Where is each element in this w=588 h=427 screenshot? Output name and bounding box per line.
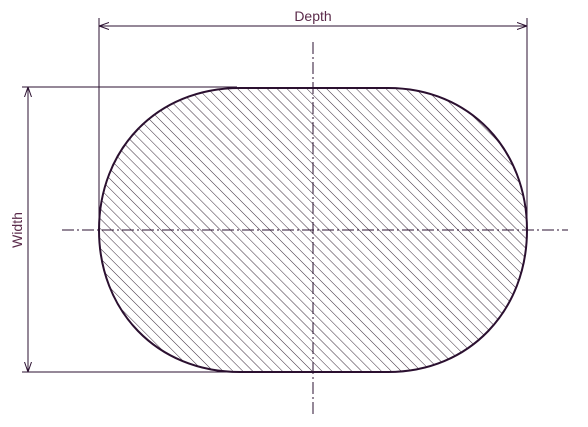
- width-label: Width: [9, 212, 25, 248]
- depth-label: Depth: [294, 8, 331, 24]
